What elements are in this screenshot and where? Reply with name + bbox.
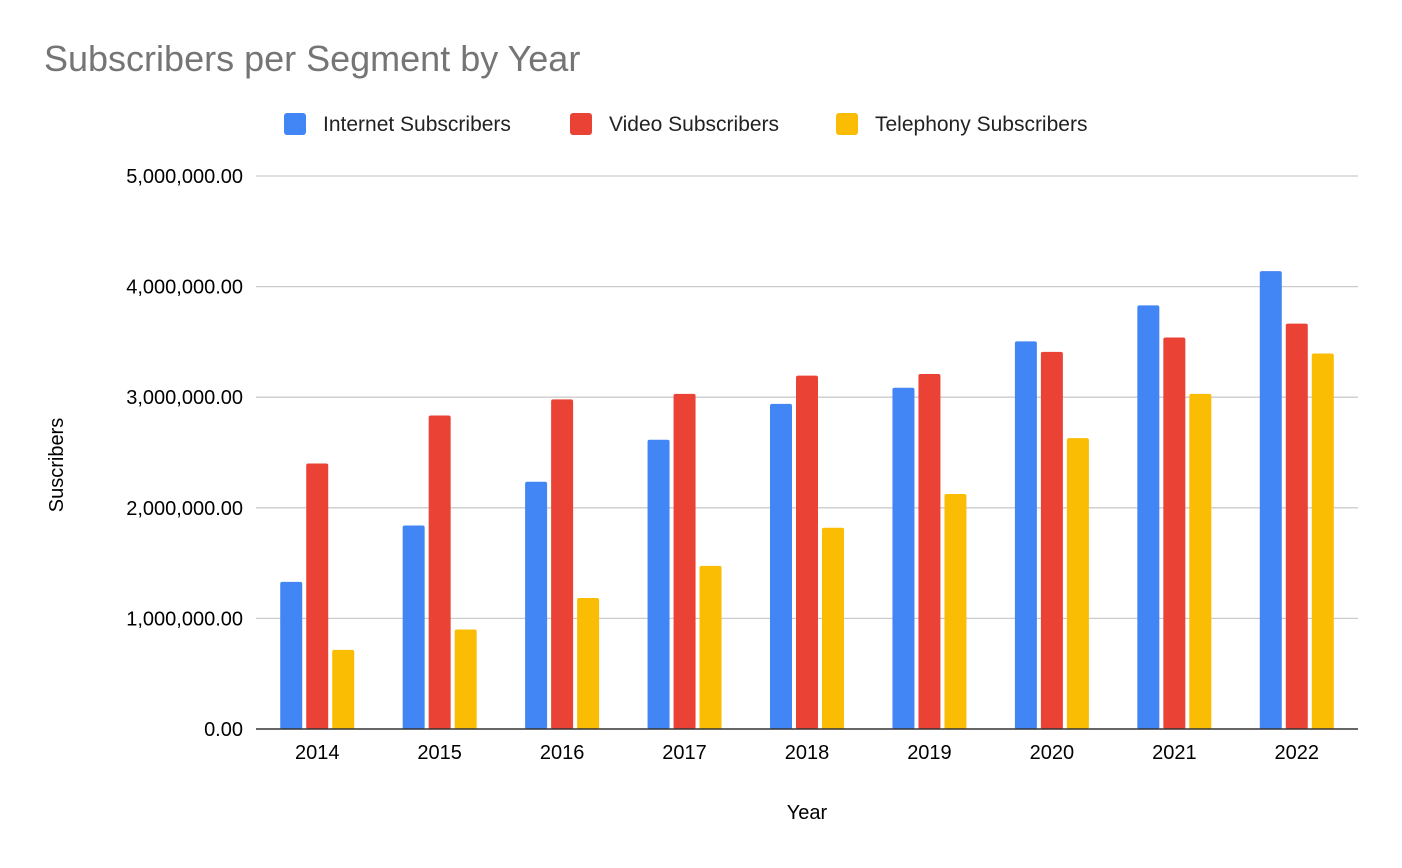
bars <box>280 271 1334 729</box>
bar-video-subscribers-2021[interactable] <box>1163 337 1186 729</box>
bar-video-subscribers-2019[interactable] <box>918 373 941 729</box>
bar-internet-subscribers-2019[interactable] <box>892 387 915 729</box>
bar-telephony-subscribers-2017[interactable] <box>699 565 722 729</box>
bar-video-subscribers-2020[interactable] <box>1040 351 1063 729</box>
bar-internet-subscribers-2016[interactable] <box>525 481 548 729</box>
y-axis-ticks: 0.00 1,000,000.00 2,000,000.00 3,000,000.00… <box>126 166 243 741</box>
bar-internet-subscribers-2020[interactable] <box>1014 341 1037 729</box>
x-axis-ticks: 2014 2015 2016 2017 2018 2019 2020 2021 2022 <box>295 742 1319 764</box>
x-tick-label: 2014 <box>295 742 340 764</box>
bar-telephony-subscribers-2021[interactable] <box>1189 393 1212 729</box>
bar-video-subscribers-2015[interactable] <box>428 415 451 729</box>
bar-internet-subscribers-2014[interactable] <box>280 581 303 729</box>
bar-telephony-subscribers-2018[interactable] <box>822 527 844 729</box>
x-tick-label: 2022 <box>1275 742 1320 764</box>
bar-telephony-subscribers-2016[interactable] <box>577 597 600 729</box>
y-tick-label: 3,000,000.00 <box>126 387 243 409</box>
legend-swatch-telephony-subscribers <box>836 113 858 135</box>
bar-video-subscribers-2022[interactable] <box>1285 323 1308 729</box>
x-tick-label: 2021 <box>1152 742 1197 764</box>
legend-swatch-video-subscribers <box>570 113 592 135</box>
y-tick-label: 0.00 <box>204 719 243 741</box>
bar-internet-subscribers-2022[interactable] <box>1259 271 1282 729</box>
bar-internet-subscribers-2021[interactable] <box>1137 305 1160 729</box>
bar-internet-subscribers-2015[interactable] <box>402 525 425 729</box>
bar-internet-subscribers-2017[interactable] <box>647 439 670 729</box>
y-tick-label: 2,000,000.00 <box>126 498 243 520</box>
x-tick-label: 2016 <box>540 742 585 764</box>
x-tick-label: 2019 <box>907 742 952 764</box>
legend: Internet Subscribers Video Subscribers Tel… <box>284 113 1087 136</box>
x-tick-label: 2017 <box>662 742 707 764</box>
x-tick-label: 2015 <box>417 742 462 764</box>
x-tick-label: 2018 <box>785 742 830 764</box>
y-axis-title: Suscribers <box>46 418 68 512</box>
legend-label-telephony-subscribers[interactable]: Telephony Subscribers <box>875 113 1087 136</box>
x-tick-label: 2020 <box>1030 742 1075 764</box>
bar-telephony-subscribers-2020[interactable] <box>1066 438 1089 729</box>
legend-label-video-subscribers[interactable]: Video Subscribers <box>609 113 779 136</box>
x-axis-title: Year <box>787 802 828 824</box>
bar-telephony-subscribers-2022[interactable] <box>1311 353 1334 729</box>
y-tick-label: 1,000,000.00 <box>126 608 243 630</box>
chart-title: Subscribers per Segment by Year <box>44 38 581 79</box>
bar-video-subscribers-2014[interactable] <box>306 463 329 729</box>
bar-video-subscribers-2018[interactable] <box>796 375 818 729</box>
bar-video-subscribers-2016[interactable] <box>551 399 574 729</box>
y-tick-label: 4,000,000.00 <box>126 277 243 299</box>
bar-telephony-subscribers-2019[interactable] <box>944 493 967 729</box>
bar-telephony-subscribers-2014[interactable] <box>332 649 355 729</box>
bar-video-subscribers-2017[interactable] <box>673 393 696 729</box>
legend-label-internet-subscribers[interactable]: Internet Subscribers <box>323 113 511 136</box>
bar-telephony-subscribers-2015[interactable] <box>454 629 477 729</box>
y-tick-label: 5,000,000.00 <box>126 166 243 188</box>
bar-internet-subscribers-2018[interactable] <box>770 403 792 729</box>
legend-swatch-internet-subscribers <box>284 113 306 135</box>
